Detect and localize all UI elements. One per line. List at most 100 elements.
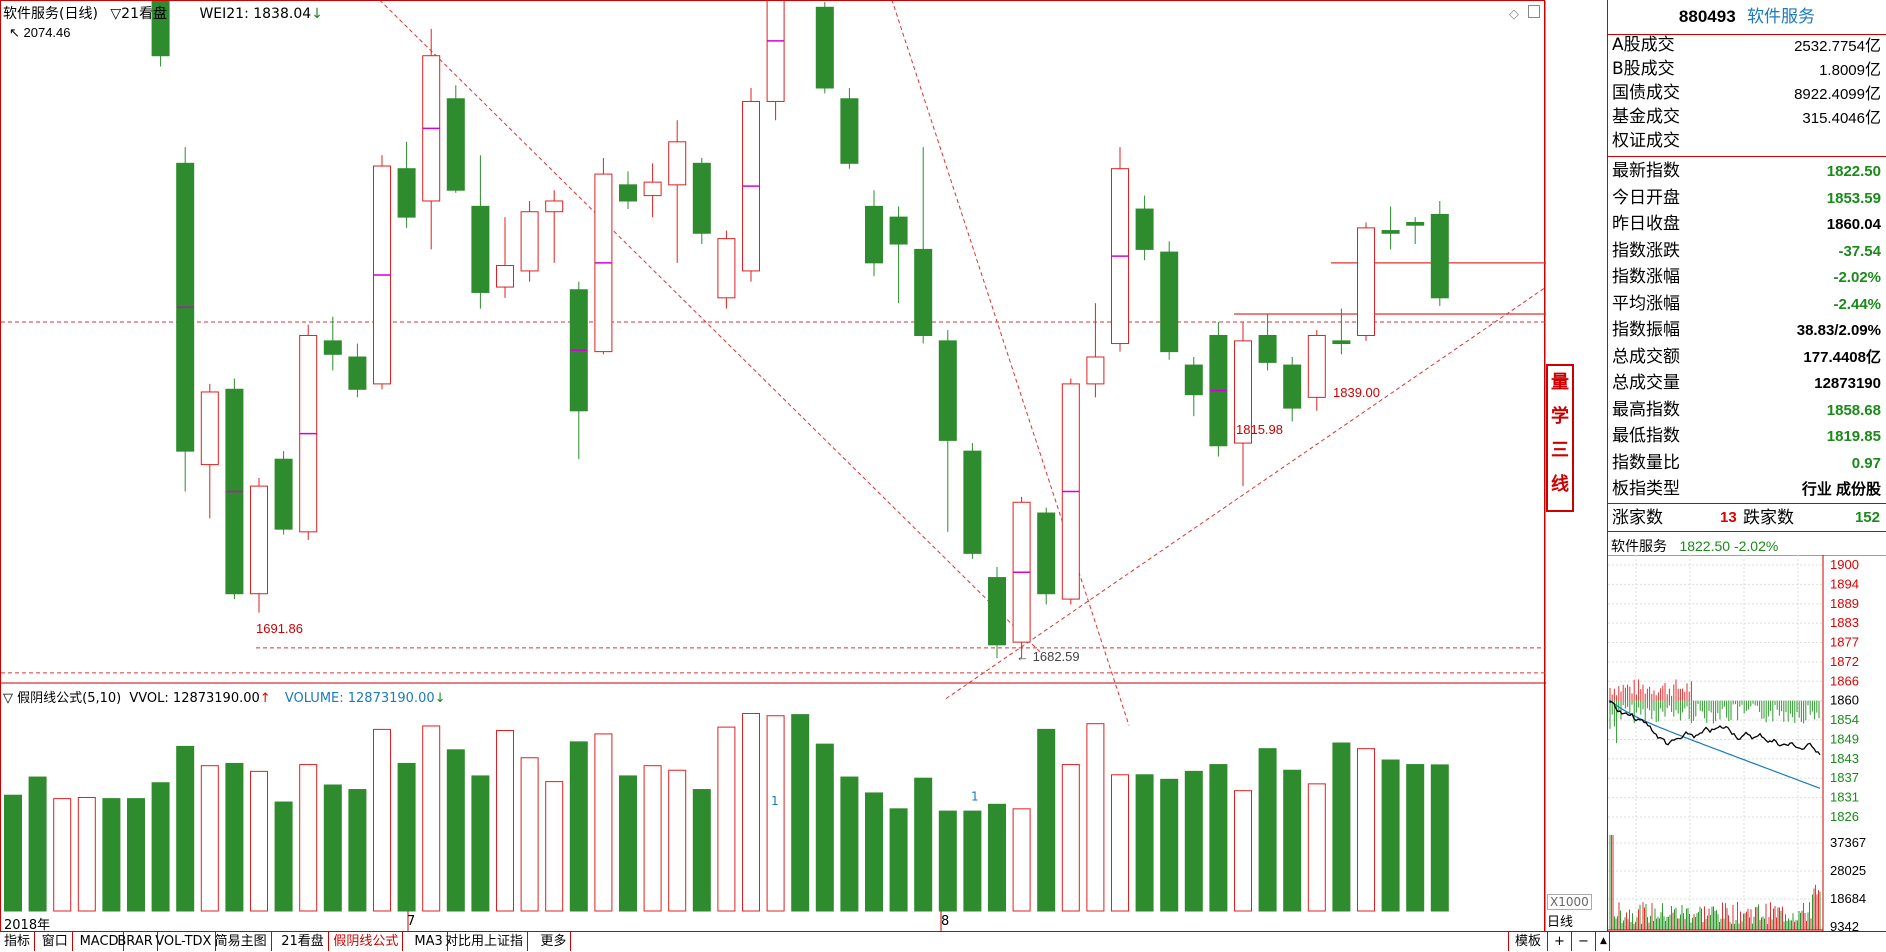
volume-bar: [520, 757, 539, 912]
volume-bar: [889, 808, 908, 912]
chart-area[interactable]: 1925190018751850182518001775175017251700…: [0, 0, 1592, 933]
volume-bar: [914, 777, 933, 912]
trade-row-value: 315.4046亿: [1802, 108, 1881, 127]
stat-row-value: 0.97: [1851, 454, 1881, 472]
volume-bar: [323, 784, 342, 912]
volume-bar: [299, 764, 318, 912]
candle-body: [1381, 230, 1400, 234]
stat-row-value: 1822.50: [1826, 163, 1881, 180]
candle-body: [1332, 340, 1351, 345]
stat-row-label: 指数涨幅: [1612, 267, 1680, 287]
low-annotation-2: ← 1682.59: [1016, 649, 1080, 664]
chart-header: 软件服务(日线) ▽21看盘 WEI21: 1838.04↓: [3, 3, 323, 23]
volume-marker: 1: [971, 789, 979, 803]
candle-body: [323, 340, 342, 355]
indicator-tab[interactable]: BRAR: [113, 932, 158, 951]
trend-line-1: [379, 1, 1042, 654]
candle-body: [643, 181, 662, 197]
stat-row-label: 最低指数: [1612, 426, 1680, 446]
candle-body: [914, 248, 933, 336]
indicator-tab[interactable]: 对比用上证指: [441, 932, 529, 951]
stat-row-label: 平均涨幅: [1612, 293, 1680, 314]
volume-bar: [4, 794, 22, 912]
volume-bar: [1283, 769, 1302, 912]
stamp-char-2: 学: [1551, 406, 1569, 427]
stat-row-label: 今日开盘: [1612, 187, 1680, 208]
candle-body: [446, 98, 465, 191]
volume-bar: [200, 765, 219, 912]
mini-vol-label: 28025: [1830, 863, 1866, 878]
stat-row: 指数涨幅 -2.02%: [1608, 266, 1886, 289]
candle-body: [1283, 364, 1302, 409]
stamp-char-1: 量: [1551, 372, 1569, 393]
stat-row-label: 指数涨跌: [1612, 240, 1680, 261]
stat-row-value: 1853.59: [1826, 189, 1881, 207]
indicator-tab[interactable]: 简易主图: [211, 932, 272, 951]
volume-bar: [1258, 748, 1277, 912]
candle-body: [520, 211, 539, 272]
stat-row: 平均涨幅 -2.44%: [1608, 293, 1886, 316]
indicator-tab[interactable]: 21看盘: [277, 932, 329, 951]
indicator-tab[interactable]: 窗口: [38, 932, 73, 951]
candle-body: [397, 168, 416, 218]
scroll-up-arrow-icon[interactable]: ▲: [1596, 932, 1610, 951]
zoom-in-button[interactable]: +: [1548, 932, 1572, 951]
advance-decline-row: 涨家数 13 跌家数 152: [1608, 506, 1886, 530]
volume-bar: [1332, 742, 1351, 912]
indicator-tab[interactable]: 假阴线公式: [329, 932, 404, 951]
indicator-tab[interactable]: 指标: [0, 932, 36, 951]
volume-down-arrow-icon: ↓: [434, 691, 446, 706]
window-box-icon[interactable]: [1528, 5, 1540, 18]
stat-row: 板指类型 行业 成份股: [1608, 478, 1886, 501]
volume-bar: [1184, 770, 1203, 912]
volume-bar: [1430, 764, 1449, 912]
view-mode-dropdown[interactable]: ▽21看盘: [110, 6, 167, 22]
diamond-icon[interactable]: ◇: [1509, 7, 1519, 22]
stat-row-label: 总成交量: [1612, 373, 1680, 393]
indicator-tab[interactable]: 更多: [536, 932, 572, 951]
up-label: 涨家数: [1612, 508, 1663, 528]
candle-body: [471, 205, 490, 293]
volume-bar: [1357, 748, 1375, 912]
mini-price-label: 1826: [1830, 809, 1859, 824]
candle-body: [200, 391, 219, 466]
trade-row-label: 基金成交: [1612, 107, 1680, 127]
volume-bar: [1234, 790, 1252, 912]
indicator-tab[interactable]: MA3: [410, 932, 448, 951]
stat-row-value: 行业 成份股: [1801, 481, 1881, 498]
volume-bar: [28, 776, 47, 912]
indicator-tab[interactable]: MACD: [76, 932, 124, 951]
vvol-label: VVOL: 12873190.00: [129, 691, 260, 706]
day-period-label[interactable]: 日线: [1547, 915, 1574, 930]
volume-bar: [988, 803, 1006, 912]
candle-body: [250, 485, 268, 595]
stat-row-label: 板指类型: [1612, 479, 1680, 499]
volume-bar: [717, 726, 736, 912]
volume-bar: [250, 770, 268, 912]
mini-chart-value: 1822.50 -2.02%: [1679, 538, 1779, 554]
vvol-up-arrow-icon: ↑: [259, 691, 271, 706]
x-axis-label-year: 2018年: [4, 918, 51, 933]
kline-chart[interactable]: 1925190018751850182518001775175017251700…: [1, 1, 1546, 933]
high-marker-value: 2074.46: [23, 25, 71, 40]
mini-vol-label: 9342: [1830, 919, 1859, 934]
intraday-mini-chart[interactable]: 1900 1894 1889 1883 1877 1872 1866 1860 1854 1849…: [1608, 555, 1886, 950]
zoom-out-button[interactable]: −: [1572, 932, 1596, 951]
volume-bar: [1307, 783, 1326, 912]
stat-row: 指数量比 0.97: [1608, 452, 1886, 475]
stat-row: 最新指数 1822.50: [1608, 160, 1886, 183]
candle-body: [619, 184, 637, 202]
template-tab[interactable]: 模板: [1508, 932, 1548, 951]
volume-marker: 1: [771, 794, 779, 808]
volume-bar: [496, 730, 514, 912]
up-count: 13: [1720, 509, 1737, 526]
indicator-tab[interactable]: VOL-TDX: [151, 932, 217, 951]
trade-row-label: 权证成交: [1612, 131, 1680, 151]
volume-bar: [446, 749, 465, 912]
chart-title: 软件服务(日线): [3, 6, 98, 22]
down-label: 跌家数: [1743, 508, 1794, 528]
volume-bar: [1135, 774, 1154, 912]
volume-formula-label[interactable]: ▽ 假阴线公式(5,10): [3, 691, 122, 706]
stat-row-label: 指数量比: [1612, 452, 1680, 473]
trade-row-value: 2532.7754亿: [1794, 36, 1881, 55]
